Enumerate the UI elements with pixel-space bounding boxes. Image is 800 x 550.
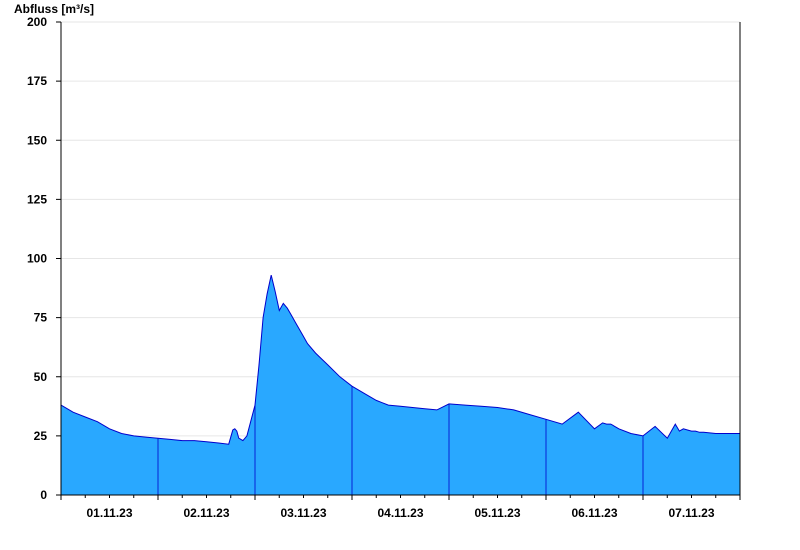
x-tick-label-2: 03.11.23 [280,506,326,520]
y-tick-label-2: 50 [34,370,48,384]
x-tick-label-4: 05.11.23 [474,506,520,520]
y-tick-label-6: 150 [27,133,47,147]
day-separators [157,386,644,495]
y-ticks: 0 25 50 75 100 125 150 175 200 [27,15,61,502]
grid-lines [61,21,740,437]
y-tick-label-5: 125 [27,192,47,206]
x-tick-label-0: 01.11.23 [86,506,132,520]
y-tick-label-8: 200 [27,15,47,29]
y-tick-label-7: 175 [27,74,47,88]
series-line-0 [60,274,740,445]
y-tick-label-4: 100 [27,252,47,266]
y-tick-label-1: 25 [34,429,48,443]
series-area-0 [61,275,740,495]
x-tick-label-5: 06.11.23 [571,506,617,520]
x-tick-label-1: 02.11.23 [183,506,229,520]
x-ticks: 01.11.23 02.11.23 03.11.23 04.11.23 05.11.23… [60,495,741,520]
y-tick-label-0: 0 [40,488,47,502]
discharge-area [60,274,740,495]
y-tick-label-3: 75 [34,311,48,325]
x-tick-label-6: 07.11.23 [668,506,714,520]
x-tick-label-3: 04.11.23 [377,506,423,520]
y-axis-label: Abfluss [m³/s] [14,2,94,16]
